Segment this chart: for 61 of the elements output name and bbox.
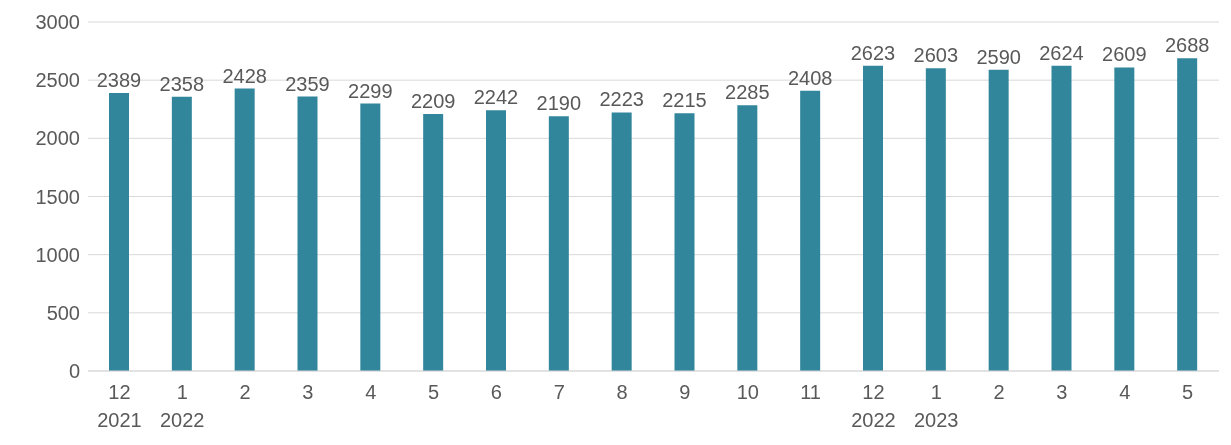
data-label: 2624 xyxy=(1039,41,1084,64)
x-tick-label: 2 xyxy=(239,381,251,403)
data-label: 2209 xyxy=(410,90,456,113)
x-tick-label: 10 xyxy=(736,381,759,403)
data-label: 2688 xyxy=(1164,34,1210,57)
x-tick-label: 3 xyxy=(302,381,314,403)
x-tick-label: 11 xyxy=(800,381,821,403)
bar xyxy=(234,88,255,371)
x-tick-label: 12 2022 xyxy=(851,381,896,431)
x-tick-label: 2 xyxy=(993,381,1005,403)
bar xyxy=(611,112,632,371)
bar xyxy=(1051,65,1072,371)
x-tick-label: 4 xyxy=(365,381,377,403)
x-tick-label: 7 xyxy=(553,381,565,403)
data-label: 2359 xyxy=(285,72,330,95)
x-tick-label: 9 xyxy=(679,381,691,403)
x-tick-label: 5 xyxy=(1182,381,1194,403)
data-label: 2358 xyxy=(159,72,205,95)
data-label: 2285 xyxy=(725,81,770,104)
data-label: 2215 xyxy=(662,89,707,112)
y-tick-label: 1000 xyxy=(35,243,80,266)
bar xyxy=(863,65,883,371)
data-label: 2299 xyxy=(348,79,393,102)
data-label: 2428 xyxy=(222,64,267,87)
data-label: 2623 xyxy=(850,41,896,64)
bar xyxy=(423,114,444,371)
x-tick-label: 3 xyxy=(1056,381,1068,403)
bar xyxy=(360,103,381,371)
bar xyxy=(548,116,569,371)
x-tick-label: 1 2022 xyxy=(160,381,205,431)
data-label: 2603 xyxy=(913,44,959,67)
bar xyxy=(800,90,821,371)
data-label: 2609 xyxy=(1102,43,1147,66)
x-tick-label: 1 2023 xyxy=(914,381,959,431)
data-label: 2590 xyxy=(976,45,1021,68)
bar xyxy=(925,68,946,371)
data-label: 2190 xyxy=(536,92,582,115)
x-tick-label: 5 xyxy=(428,381,440,403)
data-label: 2389 xyxy=(96,69,142,92)
bar xyxy=(171,96,192,371)
y-tick-label: 2500 xyxy=(35,69,80,92)
y-tick-label: 3000 xyxy=(35,11,80,34)
data-label: 2223 xyxy=(599,88,644,111)
bar xyxy=(674,113,695,371)
y-tick-label: 1500 xyxy=(35,185,80,208)
x-tick-label: 4 xyxy=(1119,381,1131,403)
bar xyxy=(1114,67,1135,371)
x-tick-label: 6 xyxy=(490,381,502,403)
bar xyxy=(297,96,318,371)
data-label: 2242 xyxy=(473,86,519,109)
bar xyxy=(109,93,129,371)
data-label: 2408 xyxy=(787,66,833,89)
bar xyxy=(737,105,758,371)
y-tick-label: 0 xyxy=(68,360,80,383)
y-tick-label: 2000 xyxy=(35,127,80,150)
bar xyxy=(486,110,506,371)
x-tick-label: 8 xyxy=(616,381,628,403)
x-tick-label: 12 2021 xyxy=(97,381,142,431)
bar xyxy=(1177,58,1198,371)
y-tick-label: 500 xyxy=(46,301,80,324)
bar xyxy=(988,69,1009,371)
